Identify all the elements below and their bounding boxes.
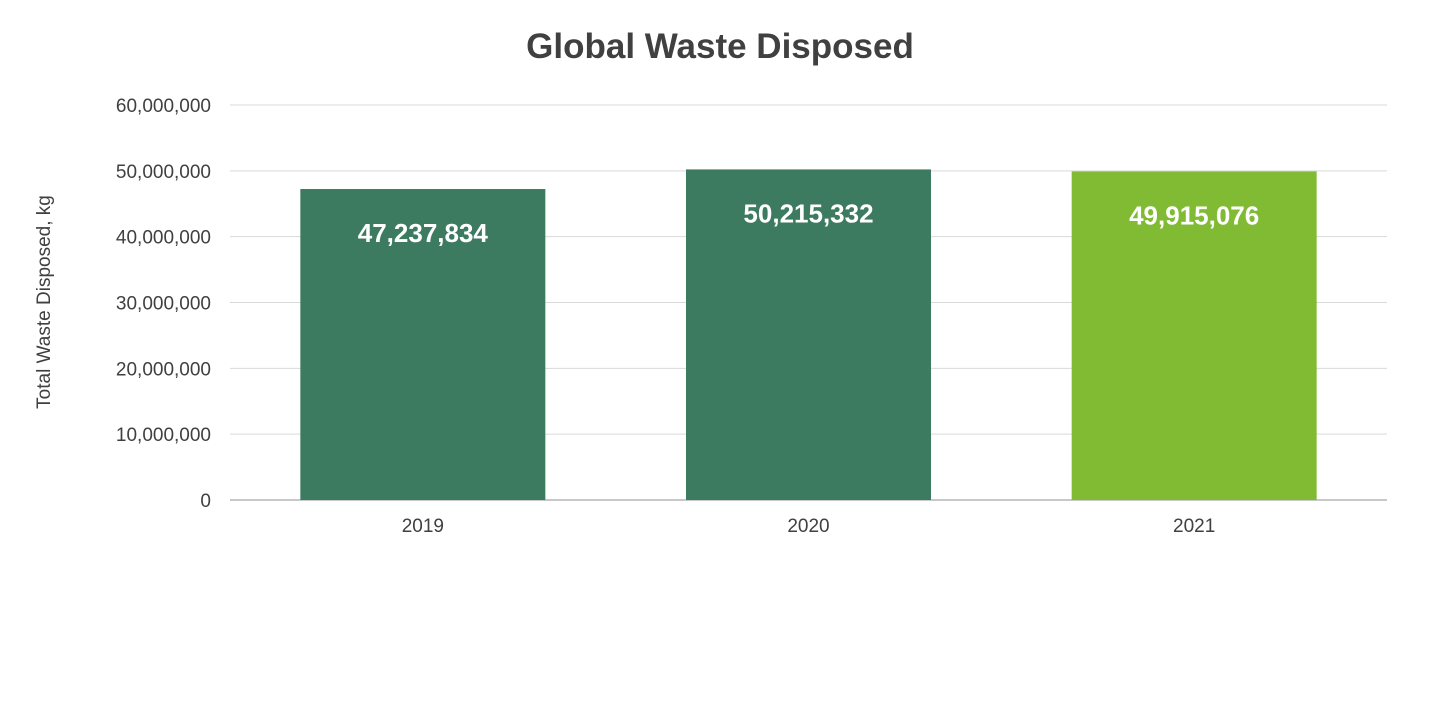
- x-tick-label: 2021: [1173, 516, 1215, 537]
- y-axis-label: Total Waste Disposed, kg: [34, 195, 55, 409]
- y-axis-ticks: 0 10,000,000 20,000,000 30,000,000 40,000,00…: [116, 96, 211, 512]
- data-label: 47,237,834: [358, 218, 489, 248]
- bar-2021: [1071, 171, 1317, 501]
- data-label: 50,215,332: [743, 198, 873, 228]
- y-tick-label: 30,000,000: [116, 294, 211, 315]
- bar-2019: [300, 189, 546, 501]
- x-tick-label: 2019: [402, 516, 444, 537]
- data-label: 49,915,076: [1129, 200, 1259, 230]
- chart-title: Global Waste Disposed: [526, 27, 914, 66]
- y-tick-label: 0: [200, 491, 211, 512]
- y-tick-label: 60,000,000: [116, 96, 211, 117]
- bar-2020: [686, 169, 931, 501]
- bars: [300, 169, 1317, 501]
- data-labels: 47,237,834 50,215,332 49,915,076: [358, 198, 1259, 248]
- x-tick-label: 2020: [787, 516, 829, 537]
- y-tick-label: 20,000,000: [116, 359, 211, 380]
- y-tick-label: 10,000,000: [116, 425, 211, 446]
- x-axis-ticks: 2019 2020 2021: [402, 516, 1216, 537]
- y-tick-label: 40,000,000: [116, 228, 211, 249]
- y-tick-label: 50,000,000: [116, 162, 211, 183]
